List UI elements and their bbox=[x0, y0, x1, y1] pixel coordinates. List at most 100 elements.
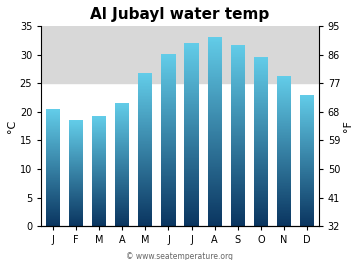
Bar bbox=[161, 116, 176, 117]
Bar bbox=[300, 96, 314, 97]
Bar bbox=[277, 188, 291, 189]
Bar bbox=[231, 224, 245, 225]
Bar bbox=[231, 217, 245, 218]
Bar bbox=[254, 97, 268, 98]
Bar bbox=[184, 84, 199, 85]
Bar bbox=[207, 58, 222, 60]
Bar bbox=[161, 108, 176, 109]
Bar bbox=[46, 184, 60, 185]
Bar bbox=[46, 196, 60, 197]
Bar bbox=[46, 119, 60, 120]
Bar bbox=[277, 220, 291, 221]
Bar bbox=[92, 134, 106, 135]
Bar bbox=[138, 144, 153, 145]
Bar bbox=[184, 175, 199, 176]
Bar bbox=[46, 122, 60, 123]
Bar bbox=[184, 223, 199, 224]
Bar bbox=[184, 90, 199, 91]
Bar bbox=[277, 107, 291, 108]
Bar bbox=[277, 185, 291, 186]
Bar bbox=[115, 192, 129, 193]
Bar bbox=[69, 174, 83, 175]
Bar bbox=[138, 124, 153, 125]
Bar bbox=[277, 218, 291, 219]
Bar bbox=[46, 187, 60, 188]
Bar bbox=[115, 143, 129, 144]
Bar bbox=[161, 120, 176, 121]
Bar bbox=[254, 73, 268, 74]
Bar bbox=[138, 105, 153, 106]
Bar bbox=[277, 162, 291, 163]
Bar bbox=[92, 189, 106, 190]
Bar bbox=[46, 199, 60, 200]
Bar bbox=[254, 82, 268, 83]
Bar bbox=[254, 72, 268, 73]
Bar bbox=[92, 169, 106, 170]
Bar bbox=[300, 179, 314, 180]
Bar bbox=[207, 101, 222, 102]
Bar bbox=[184, 79, 199, 80]
Bar bbox=[69, 127, 83, 128]
Bar bbox=[138, 155, 153, 156]
Bar bbox=[115, 204, 129, 205]
Bar bbox=[161, 82, 176, 83]
Bar bbox=[300, 210, 314, 211]
Bar bbox=[69, 171, 83, 172]
Bar bbox=[254, 117, 268, 118]
Bar bbox=[46, 207, 60, 208]
Bar bbox=[138, 218, 153, 219]
Bar bbox=[231, 140, 245, 141]
Bar bbox=[69, 173, 83, 174]
Bar bbox=[161, 70, 176, 71]
Bar bbox=[46, 115, 60, 116]
Bar bbox=[138, 177, 153, 178]
Bar bbox=[300, 98, 314, 99]
Bar bbox=[161, 201, 176, 202]
Bar bbox=[69, 195, 83, 196]
Bar bbox=[69, 164, 83, 165]
Bar bbox=[207, 213, 222, 214]
Bar bbox=[277, 200, 291, 201]
Bar bbox=[207, 135, 222, 136]
Bar bbox=[300, 211, 314, 212]
Bar bbox=[207, 210, 222, 211]
Bar bbox=[231, 124, 245, 125]
Bar bbox=[207, 66, 222, 67]
Bar bbox=[254, 191, 268, 192]
Bar bbox=[161, 152, 176, 153]
Bar bbox=[184, 212, 199, 213]
Bar bbox=[254, 132, 268, 133]
Bar bbox=[277, 90, 291, 91]
Bar bbox=[138, 99, 153, 100]
Bar bbox=[184, 217, 199, 218]
Bar bbox=[161, 77, 176, 78]
Bar bbox=[138, 195, 153, 196]
Bar bbox=[46, 162, 60, 163]
Bar bbox=[92, 132, 106, 133]
Bar bbox=[207, 60, 222, 61]
Bar bbox=[300, 172, 314, 173]
Bar bbox=[231, 86, 245, 87]
Bar bbox=[115, 176, 129, 177]
Bar bbox=[207, 80, 222, 81]
Bar bbox=[184, 221, 199, 222]
Bar bbox=[231, 106, 245, 107]
Bar bbox=[138, 83, 153, 84]
Bar bbox=[138, 212, 153, 213]
Bar bbox=[207, 132, 222, 133]
Bar bbox=[254, 206, 268, 207]
Bar bbox=[115, 179, 129, 180]
Bar bbox=[277, 214, 291, 215]
Bar bbox=[184, 225, 199, 226]
Bar bbox=[46, 175, 60, 176]
Bar bbox=[207, 186, 222, 187]
Bar bbox=[184, 115, 199, 116]
Bar bbox=[207, 105, 222, 106]
Bar bbox=[138, 173, 153, 174]
Bar bbox=[231, 73, 245, 74]
Bar bbox=[69, 167, 83, 168]
Bar bbox=[231, 106, 245, 107]
Bar bbox=[231, 177, 245, 178]
Bar bbox=[184, 129, 199, 130]
Bar bbox=[231, 75, 245, 76]
